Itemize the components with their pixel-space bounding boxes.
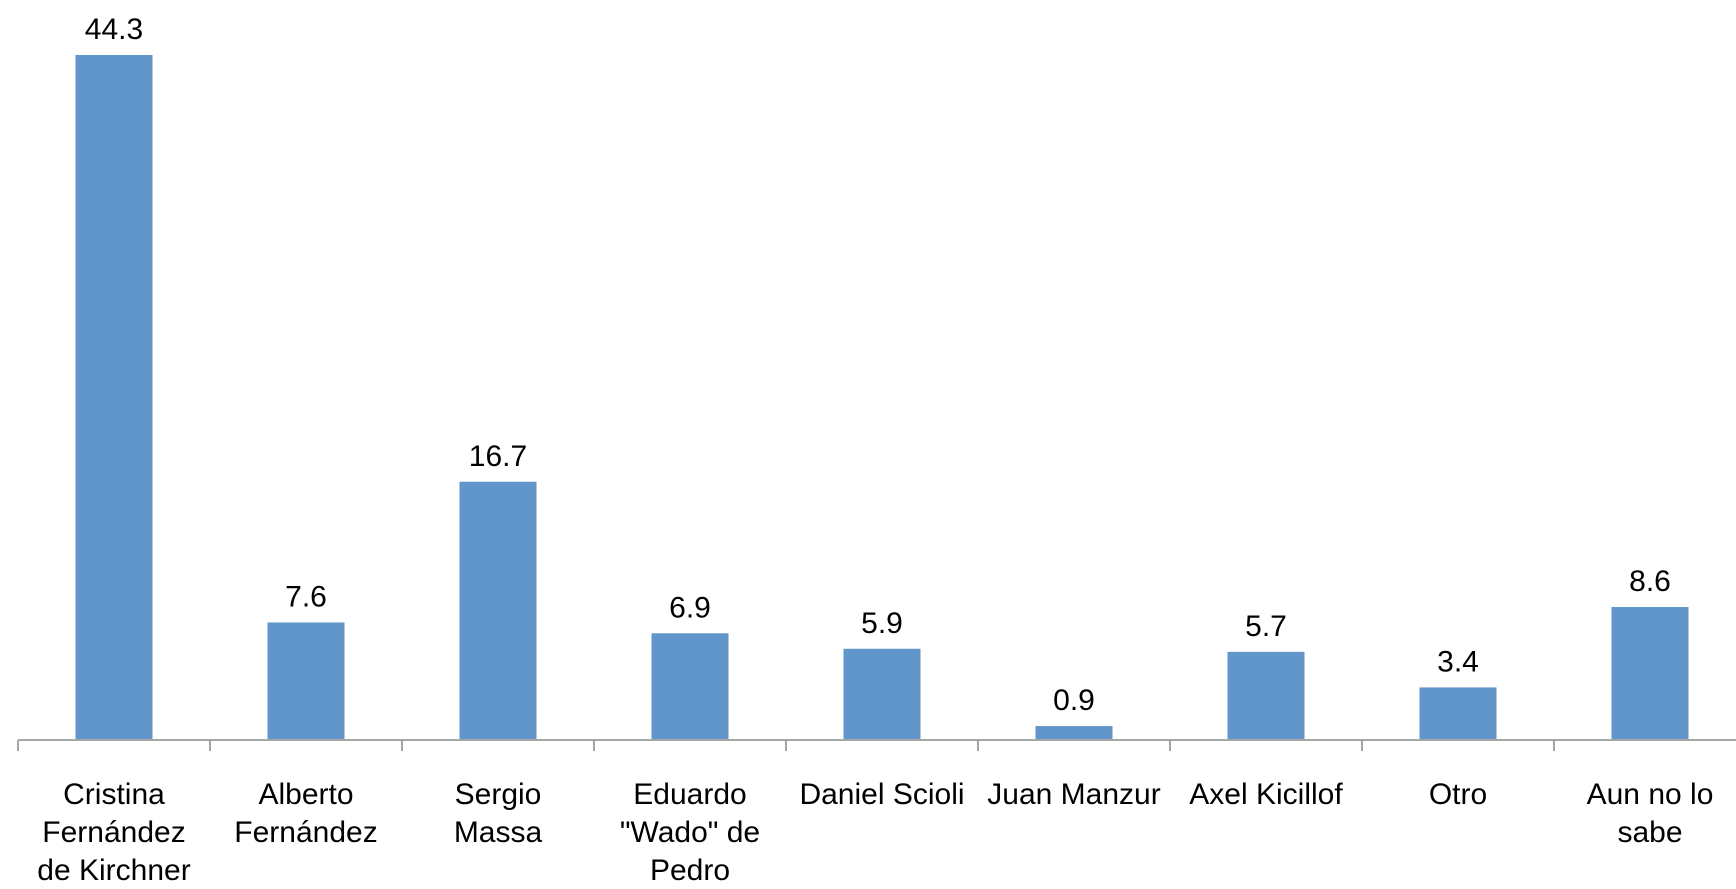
- category-label-line: Otro: [1429, 778, 1487, 811]
- category-label-line: "Wado" de: [620, 816, 760, 849]
- category-label: Daniel Scioli: [799, 778, 964, 811]
- bar: [843, 648, 921, 740]
- category-label: Juan Manzur: [987, 778, 1160, 811]
- bar: [459, 481, 537, 740]
- category-label-line: Pedro: [650, 854, 730, 887]
- category-label: Otro: [1429, 778, 1487, 811]
- category-label: Eduardo "Wado" de Pedro: [620, 778, 760, 887]
- category-label-line: Sergio: [455, 778, 542, 811]
- bar-value-label: 16.7: [469, 440, 527, 473]
- bar-value-label: 8.6: [1629, 565, 1671, 598]
- bar: [75, 55, 153, 740]
- category-label-line: Juan Manzur: [987, 778, 1160, 811]
- category-label-line: Axel Kicillof: [1189, 778, 1343, 811]
- category-label: Axel Kicillof: [1189, 778, 1343, 811]
- category-label-line: Cristina: [63, 778, 165, 811]
- category-label: Alberto Fernández: [234, 778, 377, 849]
- bar: [1035, 726, 1113, 740]
- bar-value-label: 3.4: [1437, 645, 1479, 678]
- category-label: Aun no lo sabe: [1587, 778, 1714, 849]
- category-label-line: Fernández: [42, 816, 185, 849]
- bars-group: [75, 55, 1689, 740]
- bar: [1227, 651, 1305, 740]
- category-label-line: Daniel Scioli: [799, 778, 964, 811]
- category-label: Cristina Fernández de Kirchner: [37, 778, 190, 887]
- bar: [651, 633, 729, 740]
- category-label-line: Alberto: [258, 778, 353, 811]
- x-axis: [17, 739, 1736, 751]
- bar-value-label: 44.3: [85, 13, 143, 46]
- bar-value-label: 6.9: [669, 591, 711, 624]
- bar-value-label: 5.7: [1245, 610, 1287, 643]
- bar-value-label: 7.6: [285, 580, 327, 613]
- category-label-line: Massa: [454, 816, 543, 849]
- category-labels-group: Cristina Fernández de Kirchner Alberto Ferná…: [37, 778, 1713, 887]
- category-label: Sergio Massa: [454, 778, 543, 849]
- category-label-line: Eduardo: [633, 778, 746, 811]
- bar: [1611, 607, 1689, 740]
- bar-value-label: 0.9: [1053, 684, 1095, 717]
- value-labels-group: 44.3 7.6 16.7 6.9 5.9 0.9 5.7 3.4 8.6: [85, 13, 1671, 717]
- bar: [1419, 687, 1497, 740]
- category-label-line: de Kirchner: [37, 854, 190, 887]
- bar: [267, 622, 345, 740]
- bar-value-label: 5.9: [861, 607, 903, 640]
- category-label-line: Fernández: [234, 816, 377, 849]
- category-label-line: sabe: [1617, 816, 1682, 849]
- category-label-line: Aun no lo: [1587, 778, 1714, 811]
